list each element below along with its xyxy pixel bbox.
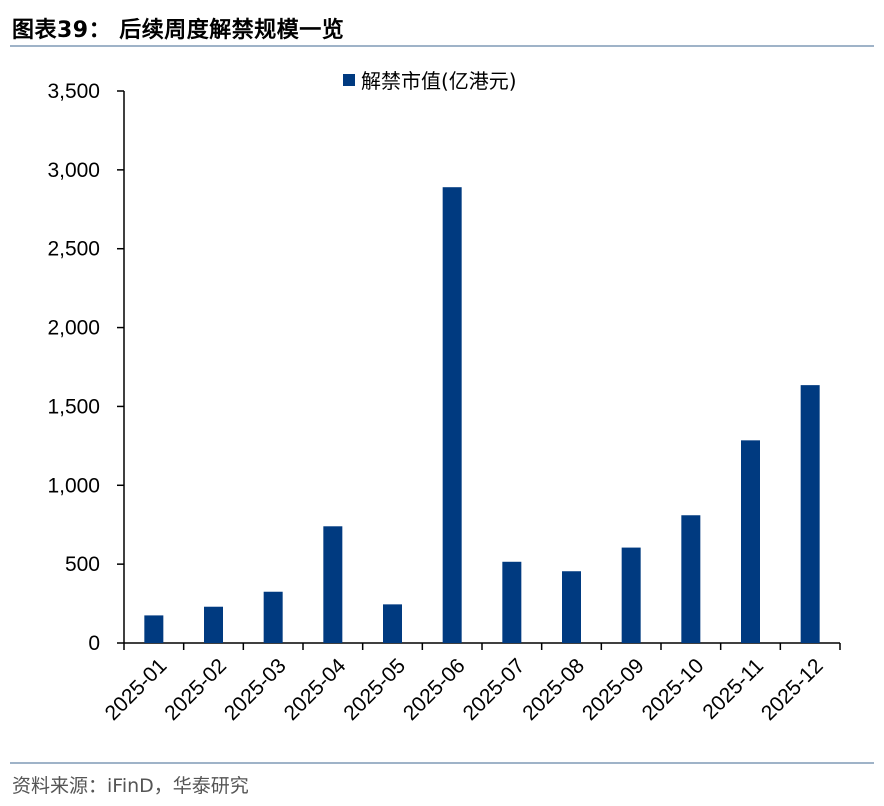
bar (562, 571, 581, 643)
x-tick-label: 2025-09 (578, 654, 649, 725)
bar (204, 606, 223, 643)
bar (442, 187, 462, 643)
bar (263, 591, 283, 643)
bar (681, 515, 701, 643)
bar (621, 547, 641, 643)
y-tick-label: 0 (88, 632, 100, 655)
bar (502, 561, 522, 643)
chart-legend: 解禁市值(亿港元) (343, 69, 517, 93)
x-tick-label: 2025-02 (160, 654, 231, 725)
x-tick-label: 2025-06 (399, 654, 470, 725)
x-tick-label: 2025-11 (698, 654, 768, 724)
footer-divider (10, 762, 874, 764)
bar (383, 604, 402, 643)
bar (144, 615, 164, 643)
source-note: 资料来源：iFinD，华泰研究 (12, 775, 249, 797)
y-tick-label: 500 (65, 553, 100, 576)
x-tick-label: 2025-05 (339, 654, 410, 725)
figure-title: 图表39： 后续周度解禁规模一览 (12, 18, 345, 43)
x-tick-label: 2025-01 (101, 654, 172, 725)
y-tick-label: 1,500 (47, 395, 100, 418)
bar (323, 526, 343, 643)
legend-swatch (343, 74, 355, 86)
y-tick-label: 3,000 (47, 159, 100, 182)
x-tick-label: 2025-04 (280, 654, 351, 725)
chart-bars (144, 187, 820, 643)
y-tick-label: 2,500 (47, 238, 100, 261)
x-tick-label: 2025-10 (638, 654, 709, 725)
title-divider (10, 45, 874, 47)
x-tick-label: 2025-03 (220, 654, 291, 725)
y-tick-label: 1,000 (47, 474, 100, 497)
y-tick-label: 3,500 (47, 80, 100, 103)
x-tick-label: 2025-07 (459, 654, 530, 725)
x-tick-label: 2025-12 (757, 654, 828, 725)
bar (800, 385, 820, 643)
legend-label: 解禁市值(亿港元) (361, 69, 517, 93)
x-tick-label: 2025-08 (518, 654, 589, 725)
bar (741, 440, 760, 643)
y-tick-label: 2,000 (47, 317, 100, 340)
